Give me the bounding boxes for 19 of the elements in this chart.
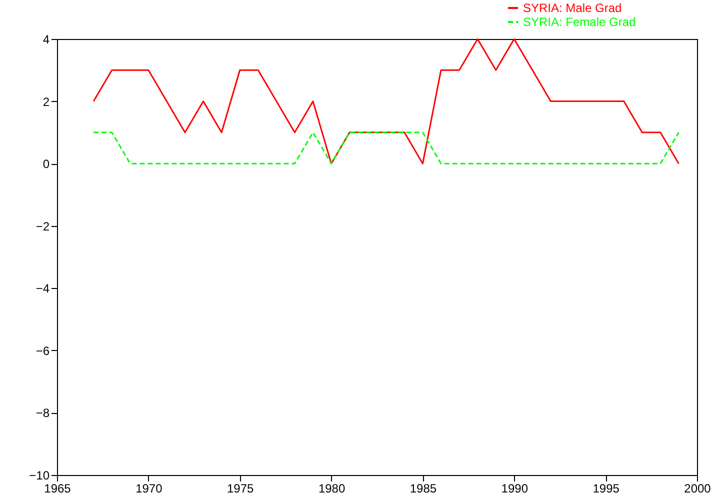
- x-tick-label: 1975: [227, 482, 254, 496]
- x-tick-label: 1980: [318, 482, 346, 496]
- x-tick-label: 1985: [410, 482, 437, 496]
- y-tick-label: −4: [36, 282, 50, 296]
- y-tick-label: 0: [42, 157, 50, 172]
- x-tick-label: 1990: [501, 482, 528, 496]
- y-tick-label: −2: [36, 219, 50, 234]
- legend-label: SYRIA: Female Grad: [523, 15, 636, 29]
- y-tick-label: −8: [36, 406, 50, 420]
- y-tick-label: 2: [42, 94, 50, 109]
- legend-label: SYRIA: Male Grad: [523, 1, 622, 15]
- y-tick-label: 4: [42, 32, 50, 46]
- x-tick-label: 1995: [592, 482, 620, 496]
- x-tick-label: 1965: [44, 482, 72, 496]
- line-series: [92, 38, 680, 164]
- y-tick-label: −6: [36, 344, 50, 358]
- x-tick-label: 2000: [684, 482, 712, 496]
- y-tick-label: −10: [29, 468, 50, 482]
- x-tick-label: 1970: [136, 482, 163, 496]
